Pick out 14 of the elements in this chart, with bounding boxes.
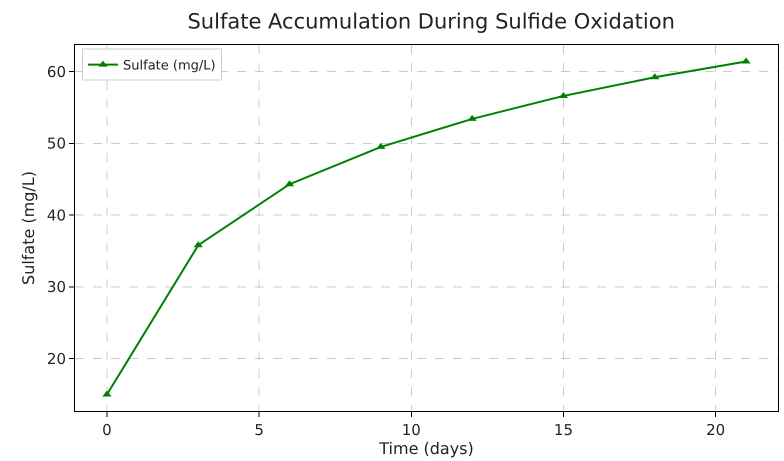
y-tick-label: 50 bbox=[46, 134, 66, 153]
y-axis-title: Sulfate (mg/L) bbox=[18, 171, 38, 285]
x-tick-label: 20 bbox=[706, 421, 726, 439]
y-tick-label: 40 bbox=[46, 206, 66, 224]
chart-title: Sulfate Accumulation During Sulfide Oxidation bbox=[187, 10, 675, 34]
x-tick-label: 5 bbox=[254, 421, 264, 439]
x-tick-label: 10 bbox=[402, 421, 421, 439]
x-tick-label: 15 bbox=[554, 421, 573, 439]
y-tick-label: 20 bbox=[46, 350, 66, 368]
legend-label: Sulfate (mg/L) bbox=[123, 58, 216, 74]
x-axis-title: Time (days) bbox=[378, 439, 474, 458]
y-tick-label: 60 bbox=[46, 62, 66, 81]
x-tick-label: 0 bbox=[102, 421, 112, 439]
y-tick-label: 30 bbox=[46, 278, 66, 296]
